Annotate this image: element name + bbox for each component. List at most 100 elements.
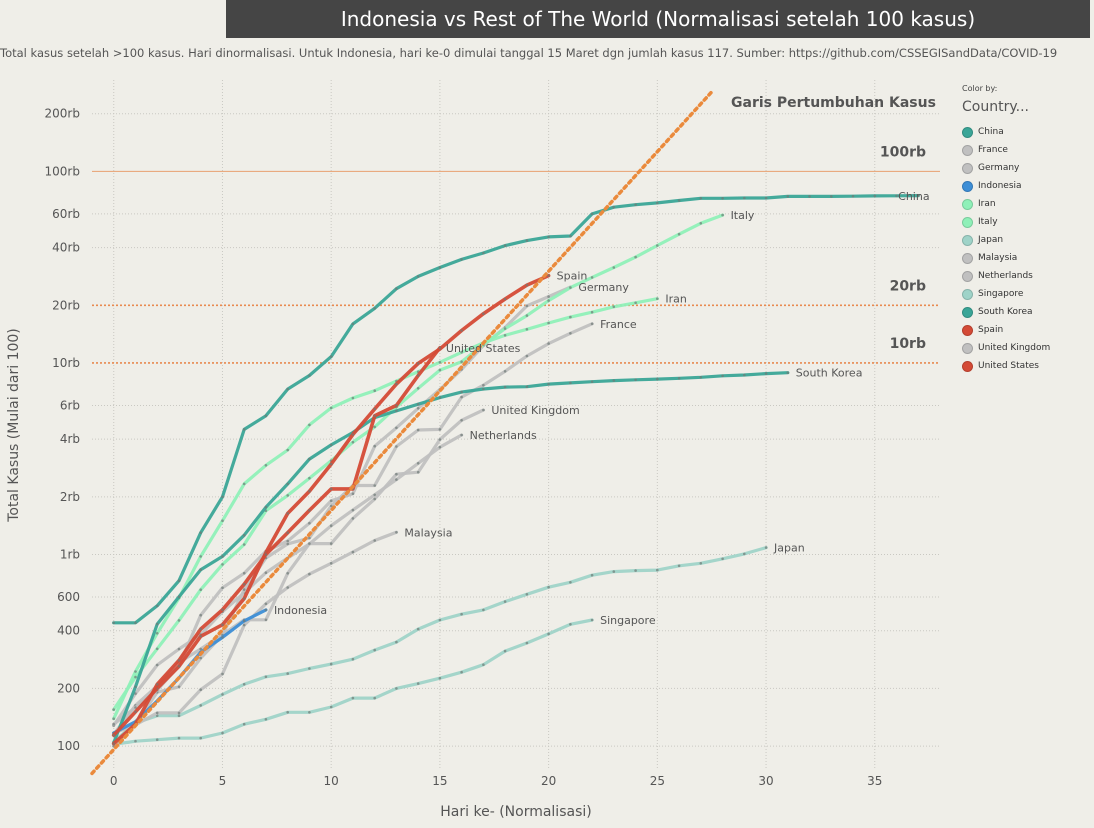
legend-item-spain[interactable]: Spain [962,321,1090,339]
legend-item-singapore[interactable]: Singapore [962,285,1090,303]
growth-line-label: Garis Pertumbuhan Kasus [731,95,936,111]
legend-swatch [962,216,973,228]
x-axis-label: Hari ke- (Normalisasi) [440,804,591,820]
series-point-united-kingdom [264,618,268,622]
legend-label: United States [978,361,1039,371]
series-point-united-kingdom [395,472,398,476]
series-point-united-states [395,404,398,407]
series-point-united-states [155,683,159,686]
legend-item-germany[interactable]: Germany [962,159,1090,177]
legend-label: Malaysia [978,253,1018,263]
y-tick-label: 40rb [52,241,80,255]
series-point-china [830,195,833,198]
series-point-netherlands [438,445,442,449]
legend-title[interactable]: Country... [962,99,1029,115]
series-point-malaysia [264,602,268,606]
series-point-south-korea [155,622,159,626]
series-point-germany [329,499,333,503]
series-point-indonesia [221,636,224,639]
series-point-south-korea [721,374,724,378]
series-point-south-korea [743,373,746,377]
series-label-china: China [898,190,929,203]
series-point-netherlands [460,433,463,437]
series-point-iran [569,315,572,319]
series-point-germany [134,706,137,709]
legend-label: Singapore [978,289,1024,299]
legend-swatch [962,162,973,174]
legend-item-china[interactable]: China [962,123,1090,141]
series-label-south-korea: South Korea [796,367,863,380]
series-point-italy [699,222,703,225]
series-point-singapore [590,618,594,622]
series-point-japan [264,675,268,679]
y-tick-label: 1rb [60,548,80,562]
series-point-singapore [460,670,463,674]
series-point-iran [656,297,659,301]
series-point-france [547,342,550,345]
series-point-japan [503,600,507,603]
series-label-united-kingdom: United Kingdom [491,404,579,417]
series-point-japan [743,552,746,556]
series-point-south-korea [264,505,268,509]
series-point-singapore [329,705,333,709]
series-point-italy [155,647,159,651]
series-point-united-states [373,414,377,418]
y-tick-label: 2rb [60,490,80,504]
series-point-japan [395,640,398,644]
legend-label: Indonesia [978,181,1022,191]
legend-item-indonesia[interactable]: Indonesia [962,177,1090,195]
series-point-spain [525,283,529,287]
series-point-china [634,203,637,206]
legend-item-netherlands[interactable]: Netherlands [962,267,1090,285]
series-line-iran [112,297,659,721]
series-point-china [721,197,724,200]
series-point-japan [242,683,246,686]
legend-item-united-states[interactable]: United States [962,357,1090,375]
series-point-iran [351,396,355,400]
series-point-germany [221,586,224,590]
series-point-netherlands [416,462,420,465]
legend-item-iran[interactable]: Iran [962,195,1090,213]
legend-item-japan[interactable]: Japan [962,231,1090,249]
y-tick-label: 100 [57,739,80,753]
chart-subtitle: Total kasus setelah >100 kasus. Hari din… [0,46,1058,60]
legend-item-italy[interactable]: Italy [962,213,1090,231]
series-point-china [590,212,594,216]
series-point-china [134,621,137,625]
y-tick-label: 100rb [45,164,80,178]
series-point-singapore [351,696,355,700]
series-line-united-kingdom [112,408,485,737]
legend-item-malaysia[interactable]: Malaysia [962,249,1090,267]
y-tick-label: 6rb [60,398,80,412]
series-point-south-korea [656,377,659,381]
legend-label: Germany [978,163,1020,173]
series-point-china [743,196,746,200]
series-point-china [373,307,377,310]
series-point-italy [177,619,181,622]
series-point-japan [547,585,550,589]
legend-item-united-kingdom[interactable]: United Kingdom [962,339,1090,357]
legend-item-south-korea[interactable]: South Korea [962,303,1090,321]
series-point-france [308,536,311,540]
series-point-china [460,258,463,261]
legend-label: South Korea [978,307,1033,317]
legend-label: France [978,145,1008,155]
series-point-united-kingdom [460,419,463,422]
series-point-china [699,197,703,200]
series-point-united-kingdom [438,438,442,441]
series-point-china [242,428,246,431]
series-point-japan [525,593,529,596]
legend-item-france[interactable]: France [962,141,1090,159]
series-point-netherlands [329,524,333,527]
series-point-south-korea [699,376,703,379]
series-point-singapore [503,649,507,653]
series-point-france [199,656,202,660]
series-point-germany [242,571,246,575]
series-point-france [416,428,420,432]
series-point-italy [590,276,594,279]
series-point-south-korea [612,379,616,382]
series-point-germany [373,444,377,448]
series-point-china [221,495,224,499]
series-point-iran [264,464,268,467]
